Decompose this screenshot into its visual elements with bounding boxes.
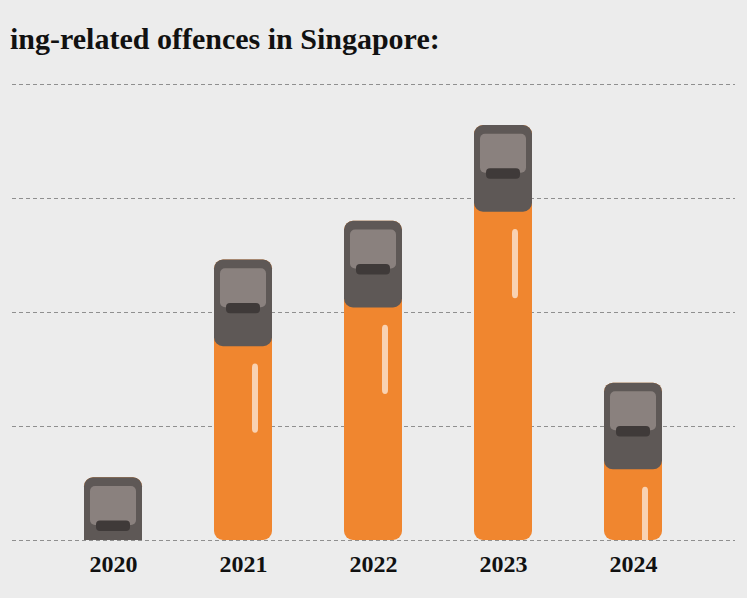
svg-text:2024: 2024	[610, 551, 658, 577]
svg-text:2022: 2022	[350, 551, 398, 577]
html-text:ing-related offences in Singap: ing-related offences in Singapore:	[10, 22, 440, 55]
svg-text:2023: 2023	[480, 551, 528, 577]
svg-text:2020: 2020	[90, 551, 138, 577]
svg-text:2021: 2021	[220, 551, 268, 577]
